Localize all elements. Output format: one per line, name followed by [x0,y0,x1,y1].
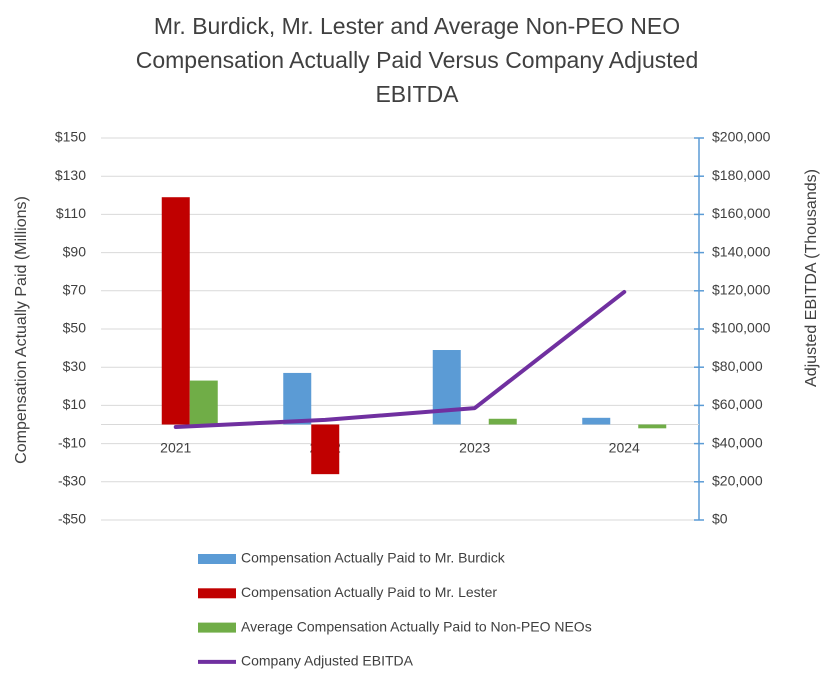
legend-swatch [198,588,236,599]
y2-tick-label: $40,000 [712,434,763,450]
line [173,289,627,429]
legend-text: Average Compensation Actually Paid to No… [241,618,592,634]
x-tick-label: 2024 [609,440,640,456]
chart-title: Mr. Burdick, Mr. Lester and Average Non-… [154,13,680,39]
y2-tick-label: $0 [712,511,728,527]
y2-tick-label: $80,000 [712,358,763,374]
legend-text: Compensation Actually Paid to Mr. Lester [241,584,497,600]
bar [283,372,312,425]
chart-title: Compensation Actually Paid Versus Compan… [136,47,699,73]
y2-tick-label: $180,000 [712,167,771,183]
y-tick-label: $10 [63,396,87,412]
y-tick-label: $150 [55,129,86,145]
y2-tick-label: $160,000 [712,205,771,221]
bar [189,380,218,425]
y-tick-label: $130 [55,167,86,183]
x-tick-label: 2021 [160,440,191,456]
y2-axis-title: Adjusted EBITDA (Thousands) [803,169,820,387]
y-axis-title: Compensation Actually Paid (Millions) [13,196,30,464]
y-tick-label: $70 [63,282,87,298]
y2-tick-label: $20,000 [712,473,763,489]
y2-tick-label: $100,000 [712,320,771,336]
y2-tick-label: $140,000 [712,243,771,259]
bar [488,418,517,425]
y2-tick-label: $120,000 [712,282,771,298]
bar [582,417,611,425]
x-tick-label: 2023 [459,440,490,456]
legend-swatch [198,554,236,564]
chart-title: EBITDA [375,81,459,107]
title: Mr. Burdick, Mr. Lester and Average Non-… [136,13,699,107]
y-tick-label: $50 [63,320,87,336]
y-tick-label: -$50 [58,511,86,527]
bar [311,424,340,475]
y2-tick-label: $200,000 [712,129,771,145]
bar [638,424,667,429]
y-tick-label: $90 [63,243,87,259]
y-tick-label: -$30 [58,473,86,489]
bar [161,197,190,425]
y2-tick-label: $60,000 [712,396,763,412]
legend-text: Compensation Actually Paid to Mr. Burdic… [241,550,506,566]
y-tick-label: $30 [63,358,87,374]
legend-swatch [198,622,236,633]
bar [432,350,461,425]
y-tick-label: -$10 [58,434,86,450]
y-tick-label: $110 [56,205,86,221]
legend-text: Company Adjusted EBITDA [241,653,414,669]
